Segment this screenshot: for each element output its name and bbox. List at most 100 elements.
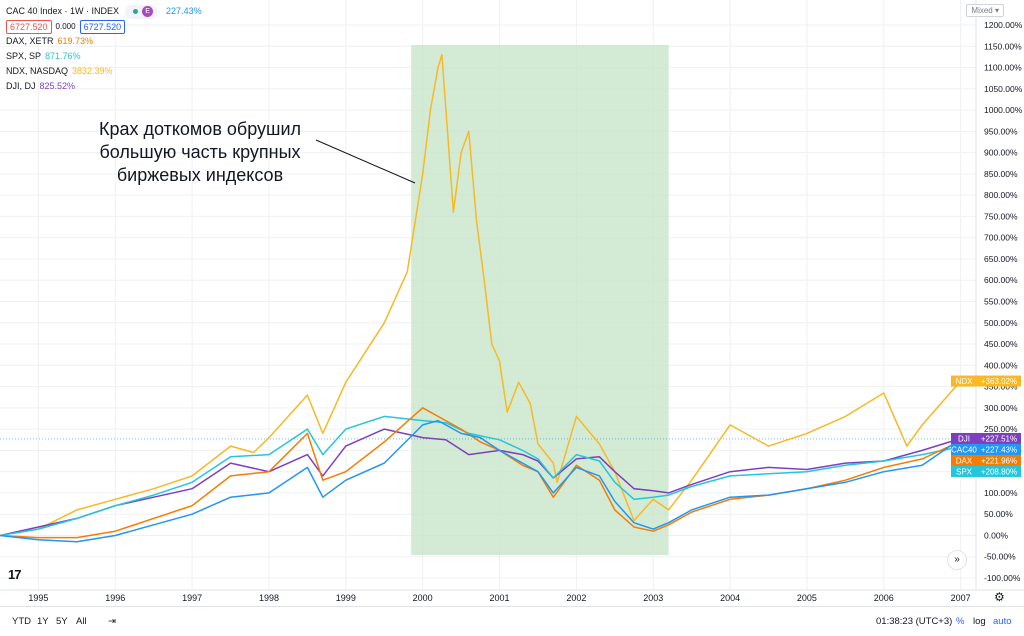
clock[interactable]: 01:38:23 (UTC+3)	[876, 616, 953, 627]
x-tick-label: 2003	[643, 593, 663, 603]
chart-canvas[interactable]: 1200.00% 1150.00% 1100.00% 1050.00% 1000.00%…	[0, 0, 1024, 606]
x-tick-label: 2006	[874, 593, 894, 603]
end-tag-value: +227.51%	[981, 434, 1017, 443]
legend-series-label: DAX, XETR	[6, 36, 54, 46]
y-tick-label: 950.00%	[984, 126, 1018, 136]
legend: CAC 40 Index · 1W · INDEX E 227.43% 6727…	[6, 4, 202, 94]
y-tick-label: 1200.00%	[984, 20, 1023, 30]
legend-series-value: 3832.39%	[72, 66, 113, 76]
bottom-toolbar: YTD 1Y 5Y All ⇥ 01:38:23 (UTC+3) % log a…	[0, 606, 1024, 636]
y-axis[interactable]: 1200.00% 1150.00% 1100.00% 1050.00% 1000.00%…	[975, 0, 1023, 590]
legend-series-value: 871.76%	[45, 51, 81, 61]
end-tag-ndx: NDX +363.02%	[951, 375, 1021, 387]
x-axis[interactable]: 1995 1996 1997 1998 1999 2000 2001 2002 2003 2004…	[0, 589, 1024, 603]
y-tick-label: 350.00%	[984, 382, 1018, 392]
symbol-title[interactable]: CAC 40 Index · 1W · INDEX	[6, 6, 120, 16]
end-tag-value-box	[977, 432, 1021, 444]
series-lines	[0, 54, 962, 543]
end-tag-value: +221.96%	[981, 456, 1017, 465]
market-status-icon	[133, 9, 139, 14]
end-tag-name-box	[951, 375, 977, 387]
scale-mode-value: Mixed	[971, 6, 993, 15]
end-tag-cac40: CAC40 +227.43%	[951, 443, 1021, 455]
y-tick-label: 50.00%	[984, 509, 1013, 519]
percent-toggle[interactable]: %	[956, 616, 965, 627]
x-tick-label: 2001	[490, 593, 510, 603]
series-line-cac40[interactable]	[0, 419, 962, 543]
dotcom-highlight-zone	[411, 45, 669, 555]
legend-series-label: NDX, NASDAQ	[6, 66, 69, 76]
legend-title-row: CAC 40 Index · 1W · INDEX E 227.43%	[6, 4, 202, 19]
auto-toggle[interactable]: auto	[993, 616, 1012, 627]
x-tick-label: 1998	[259, 593, 279, 603]
y-tick-label: 250.00%	[984, 424, 1018, 434]
legend-series-value: 619.73%	[57, 36, 94, 46]
annotation-text: Крах доткомов обрушил большую часть круп…	[98, 119, 302, 185]
end-tag-name: CAC40	[951, 445, 977, 454]
scale-mode-select[interactable]: Mixed ▾	[966, 4, 1004, 17]
y-tick-label: -100.00%	[984, 573, 1021, 583]
x-tick-label: 1997	[182, 593, 202, 603]
badge-group[interactable]: E	[125, 4, 159, 19]
ask-box[interactable]: 6727.520	[79, 19, 126, 34]
end-tag-value-box	[977, 375, 1021, 387]
end-tag-name: NDX	[956, 377, 974, 386]
x-tick-label: 2002	[566, 593, 586, 603]
spread-value: 0.000	[55, 22, 76, 31]
x-tick-label: 2004	[720, 593, 740, 603]
y-tick-label: 750.00%	[984, 211, 1018, 221]
end-tag-name-box	[951, 432, 977, 444]
end-tag-name: DJI	[958, 434, 970, 443]
bid-box[interactable]: 6727.520	[6, 19, 52, 34]
tradingview-logo[interactable]: 17	[8, 567, 22, 582]
range-ytd-button[interactable]: YTD	[12, 616, 31, 627]
end-tag-name-box	[951, 454, 977, 466]
y-tick-label: 900.00%	[984, 148, 1018, 158]
end-tag-value: +227.43%	[981, 445, 1017, 454]
price-row: 6727.520 0.000 6727.520	[6, 19, 202, 34]
x-tick-label: 2005	[797, 593, 817, 603]
series-line-spx[interactable]	[0, 415, 961, 537]
legend-series-row[interactable]: NDX, NASDAQ 3832.39%	[6, 64, 202, 79]
end-tag-name: DAX	[956, 456, 973, 465]
end-tag-dji: DJI +227.51%	[951, 432, 1021, 444]
range-1y-button[interactable]: 1Y	[37, 616, 49, 627]
y-tick-label: 500.00%	[984, 318, 1018, 328]
end-tag-value: +208.80%	[981, 467, 1017, 476]
y-tick-label: 1100.00%	[984, 63, 1022, 73]
y-tick-label: 600.00%	[984, 275, 1018, 285]
series-line-dax[interactable]	[0, 407, 961, 539]
annotation-pointer	[315, 139, 416, 184]
series-line-ndx[interactable]	[0, 54, 962, 537]
legend-series-row[interactable]: SPX, SP 871.76%	[6, 49, 202, 64]
end-value-tags: NDX +363.02% DJI +227.51% CAC40 +227.43% DAX +2…	[951, 375, 1021, 477]
log-toggle[interactable]: log	[973, 616, 986, 627]
range-5y-button[interactable]: 5Y	[56, 616, 68, 627]
goto-date-icon[interactable]: ⇥	[108, 616, 116, 627]
legend-series-row[interactable]: DJI, DJ 825.52%	[6, 79, 202, 94]
legend-series-value: 825.52%	[39, 81, 76, 91]
end-tag-value-box	[977, 465, 1021, 477]
end-tag-value: +363.02%	[981, 377, 1017, 386]
y-tick-label: 650.00%	[984, 254, 1018, 264]
end-tag-name: SPX	[956, 467, 973, 476]
earnings-icon: E	[142, 6, 154, 17]
y-tick-label: 550.00%	[984, 297, 1018, 307]
legend-series-label: SPX, SP	[6, 51, 42, 61]
series-line-dji[interactable]	[0, 428, 961, 537]
x-tick-label: 2000	[413, 593, 433, 603]
y-tick-label: 700.00%	[984, 233, 1018, 243]
x-tick-label: 1995	[28, 593, 48, 603]
end-tag-dax: DAX +221.96%	[951, 454, 1021, 466]
gear-icon[interactable]: ⚙	[994, 590, 1005, 604]
scroll-to-realtime-icon[interactable]: »	[947, 550, 967, 570]
x-tick-label: 1999	[336, 593, 356, 603]
range-all-button[interactable]: All	[76, 616, 87, 627]
legend-series-row[interactable]: DAX, XETR 619.73%	[6, 34, 202, 49]
y-tick-label: 300.00%	[984, 403, 1018, 413]
symbol-change: 227.43%	[166, 6, 202, 16]
y-tick-label: 800.00%	[984, 190, 1018, 200]
y-tick-label: 100.00%	[984, 488, 1018, 498]
x-tick-label: 2007	[951, 593, 971, 603]
y-tick-label: 1050.00%	[984, 84, 1023, 94]
